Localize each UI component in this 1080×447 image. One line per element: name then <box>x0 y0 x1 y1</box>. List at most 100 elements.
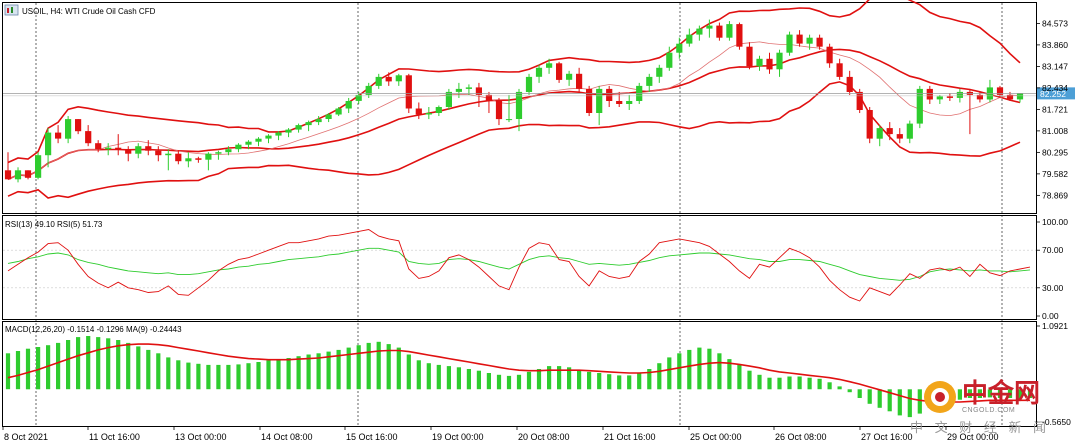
candle-body <box>525 76 533 92</box>
macd-histogram-bar <box>877 389 882 408</box>
macd-histogram-bar <box>66 340 71 390</box>
macd-histogram-bar <box>206 364 211 390</box>
candle-body <box>746 46 753 67</box>
rsi-tick-label: 100.00 <box>1042 217 1068 227</box>
candle-body <box>355 94 362 101</box>
macd-histogram-bar <box>186 362 191 390</box>
candle-body <box>736 24 743 47</box>
macd-histogram-bar <box>25 348 31 390</box>
candle-body <box>946 96 953 98</box>
candle-body <box>996 87 1004 95</box>
candle-body <box>345 101 352 109</box>
macd-histogram-bar <box>557 366 562 390</box>
current-price-value: 82.252 <box>1040 89 1066 99</box>
candle-body <box>115 147 122 150</box>
candle-body <box>1016 93 1024 100</box>
macd-histogram-bar <box>386 344 391 390</box>
macd-histogram-bar <box>216 364 221 390</box>
price-tick-label: 81.721 <box>1042 104 1068 114</box>
macd-histogram-bar <box>597 373 602 390</box>
candle-body <box>4 170 12 180</box>
candle-body <box>105 147 112 150</box>
time-tick-label: 19 Oct 00:00 <box>432 432 484 442</box>
macd-histogram-bar <box>857 389 862 398</box>
macd-histogram-bar <box>326 351 331 390</box>
macd-histogram-bar <box>727 359 732 390</box>
candle-body <box>65 119 72 139</box>
macd-histogram-bar <box>306 354 311 390</box>
candle-body <box>956 91 963 98</box>
candle-body <box>385 76 392 82</box>
price-plot: 82.252 <box>3 0 1075 199</box>
macd-panel-title: MACD(12,26,20) -0.1514 -0.1296 MA(9) -0.… <box>5 325 182 334</box>
rsi-tick-label: 0.00 <box>1042 311 1059 321</box>
macd-histogram-bar <box>777 377 782 390</box>
chart-menu-icon[interactable] <box>4 4 19 16</box>
macd-histogram-bar <box>366 342 371 390</box>
macd-histogram-bar <box>526 371 532 390</box>
macd-histogram-bar <box>997 389 1003 398</box>
candle-body <box>626 101 633 104</box>
time-tick-label: 14 Oct 08:00 <box>261 432 313 442</box>
rsi-panel-title: RSI(13) 49.10 RSI(5) 51.73 <box>5 220 103 229</box>
macd-histogram-bar <box>516 374 522 390</box>
macd-histogram-bar <box>416 360 421 390</box>
macd-histogram-bar <box>476 370 481 390</box>
macd-histogram-bar <box>536 369 542 390</box>
macd-histogram-bar <box>587 371 592 390</box>
macd-histogram-bar <box>266 360 271 390</box>
macd-histogram-bar <box>737 364 742 390</box>
candle-body <box>896 134 903 139</box>
candle-body <box>766 58 773 70</box>
macd-histogram-bar <box>126 342 131 390</box>
macd-histogram-bar <box>166 357 171 390</box>
candle-body <box>656 67 663 77</box>
macd-histogram-bar <box>426 363 431 390</box>
macd-histogram-bar <box>116 340 121 390</box>
macd-histogram-bar <box>617 375 622 390</box>
time-tick-label: 25 Oct 00:00 <box>690 432 742 442</box>
macd-histogram-bar <box>236 364 241 390</box>
macd-histogram-bar <box>5 353 11 390</box>
candle-body <box>465 87 472 89</box>
candle-body <box>776 52 783 70</box>
moving-average-line <box>7 41 1021 180</box>
candle-body <box>235 144 242 150</box>
macd-histogram-bar <box>1027 389 1033 398</box>
candle-body <box>225 149 232 153</box>
macd-histogram-bar <box>567 367 572 390</box>
candle-body <box>616 101 623 104</box>
candle-body <box>14 170 22 180</box>
macd-histogram-bar <box>506 375 512 390</box>
macd-histogram-bar <box>907 389 912 418</box>
candle-body <box>826 46 833 64</box>
macd-histogram-bar <box>627 375 632 390</box>
candle-body <box>576 73 583 89</box>
macd-histogram-bar <box>687 349 692 390</box>
rsi-line-rsi13 <box>7 247 1031 281</box>
macd-histogram-bar <box>15 351 21 390</box>
macd-histogram-bar <box>677 353 682 390</box>
macd-histogram-bar <box>797 376 802 390</box>
candle-body <box>556 63 563 80</box>
rsi-tick-label: 30.00 <box>1042 283 1064 293</box>
macd-histogram-bar <box>647 369 652 390</box>
candle-body <box>666 52 673 68</box>
price-tick-label: 84.573 <box>1042 18 1068 28</box>
macd-histogram-bar <box>226 364 231 390</box>
price-panel-frame <box>2 2 1037 214</box>
time-tick-label: 15 Oct 16:00 <box>346 432 398 442</box>
macd-histogram-bar <box>296 356 301 390</box>
candle-body <box>55 132 62 139</box>
macd-histogram-bar <box>747 370 752 390</box>
macd-histogram-bar <box>256 362 261 390</box>
price-tick-label: 79.582 <box>1042 169 1068 179</box>
time-tick-label: 20 Oct 08:00 <box>518 432 570 442</box>
candle-body <box>485 94 492 101</box>
time-tick-label: 27 Oct 16:00 <box>861 432 913 442</box>
candle-body <box>365 85 372 95</box>
candle-body <box>696 28 703 35</box>
macd-histogram-bar <box>86 336 91 390</box>
macd-histogram-bar <box>667 357 672 390</box>
